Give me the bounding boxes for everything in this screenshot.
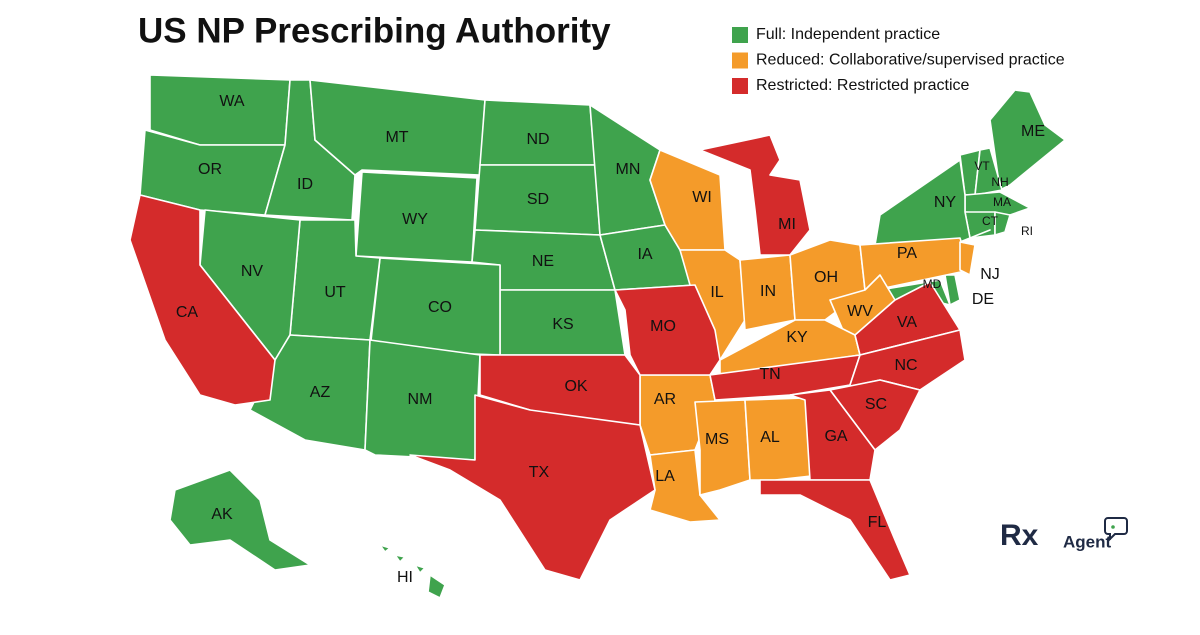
state-label: NV (241, 263, 264, 280)
state-label: IN (760, 283, 776, 300)
states (129, 74, 1066, 599)
logo-dot (1111, 525, 1115, 529)
logo-icon (1104, 517, 1128, 542)
state-label: OK (564, 378, 587, 395)
state-shape (709, 354, 861, 401)
state-label: AL (760, 429, 780, 446)
state-label: DE (972, 291, 994, 308)
state-shape (959, 241, 976, 276)
state-shape (744, 397, 821, 481)
state-label: UT (324, 284, 346, 301)
state-label: VA (897, 314, 917, 331)
state-label: SC (865, 396, 887, 413)
state-label: WI (692, 189, 712, 206)
legend-swatch (732, 78, 748, 94)
logo-name: Agent (1063, 532, 1112, 551)
state-label: RI (1021, 224, 1033, 238)
state-shape (129, 194, 276, 406)
state-label: MA (993, 195, 1011, 209)
logo-mark: Rx (1000, 519, 1039, 552)
state-shape (944, 274, 961, 306)
state-label: TX (529, 464, 550, 481)
state-label: FL (868, 514, 887, 531)
state-label: IA (637, 246, 652, 263)
legend-label: Reduced: Collaborative/supervised practi… (756, 52, 1065, 69)
state-shape (859, 237, 971, 291)
state-label: MI (778, 216, 796, 233)
state-label: NJ (980, 266, 1000, 283)
state-label: CT (982, 214, 999, 228)
state-label: ND (526, 131, 549, 148)
state-shape (379, 544, 446, 599)
state-label: OR (198, 161, 222, 178)
legend: Full: Independent practice Reduced: Colla… (732, 26, 1065, 94)
state-shape (974, 147, 1003, 196)
state-label: LA (655, 468, 675, 485)
state-label: MD (923, 277, 942, 291)
state-label: HI (397, 569, 413, 586)
legend-label: Restricted: Restricted practice (756, 77, 970, 94)
legend-swatch (732, 52, 748, 69)
state-label: NY (934, 194, 957, 211)
state-label: PA (897, 245, 917, 262)
state-label: KS (552, 316, 573, 333)
state-label: AK (211, 506, 233, 523)
state-label: WA (219, 93, 245, 110)
state-shape (649, 449, 721, 523)
legend-swatch (732, 27, 748, 43)
state-label: ID (297, 176, 313, 193)
state-label: AZ (310, 384, 331, 401)
state-label: KY (786, 329, 808, 346)
state-label: OH (814, 269, 838, 286)
state-label: AR (654, 391, 676, 408)
title: US NP Prescribing Authority (138, 11, 611, 50)
state-label: NM (408, 391, 433, 408)
state-labels: WA OR ID MT WY ND SD NE KS CO UT NV AZ NM MN IA AK HI ME VT… (176, 93, 1045, 586)
state-label: GA (824, 428, 847, 445)
state-label: SD (527, 191, 549, 208)
state-label: MT (385, 129, 408, 146)
state-label: VT (974, 159, 990, 173)
state-label: NC (894, 357, 917, 374)
state-shape (759, 479, 911, 581)
state-shape (994, 211, 1011, 236)
state-shape (854, 281, 961, 356)
logo: Rx Agent (1000, 517, 1128, 552)
state-label: NH (991, 175, 1008, 189)
state-shape (169, 469, 311, 571)
legend-label: Full: Independent practice (756, 26, 940, 43)
state-label: TN (759, 366, 780, 383)
state-label: MS (705, 431, 729, 448)
state-shape (699, 134, 811, 256)
state-label: WV (847, 303, 873, 320)
state-label: MN (616, 161, 641, 178)
state-shape (409, 394, 656, 581)
state-label: ME (1021, 123, 1045, 140)
state-label: CA (176, 304, 199, 321)
state-label: MO (650, 318, 676, 335)
state-label: IL (710, 284, 723, 301)
state-label: NE (532, 253, 554, 270)
state-label: WY (402, 211, 428, 228)
state-label: CO (428, 299, 452, 316)
